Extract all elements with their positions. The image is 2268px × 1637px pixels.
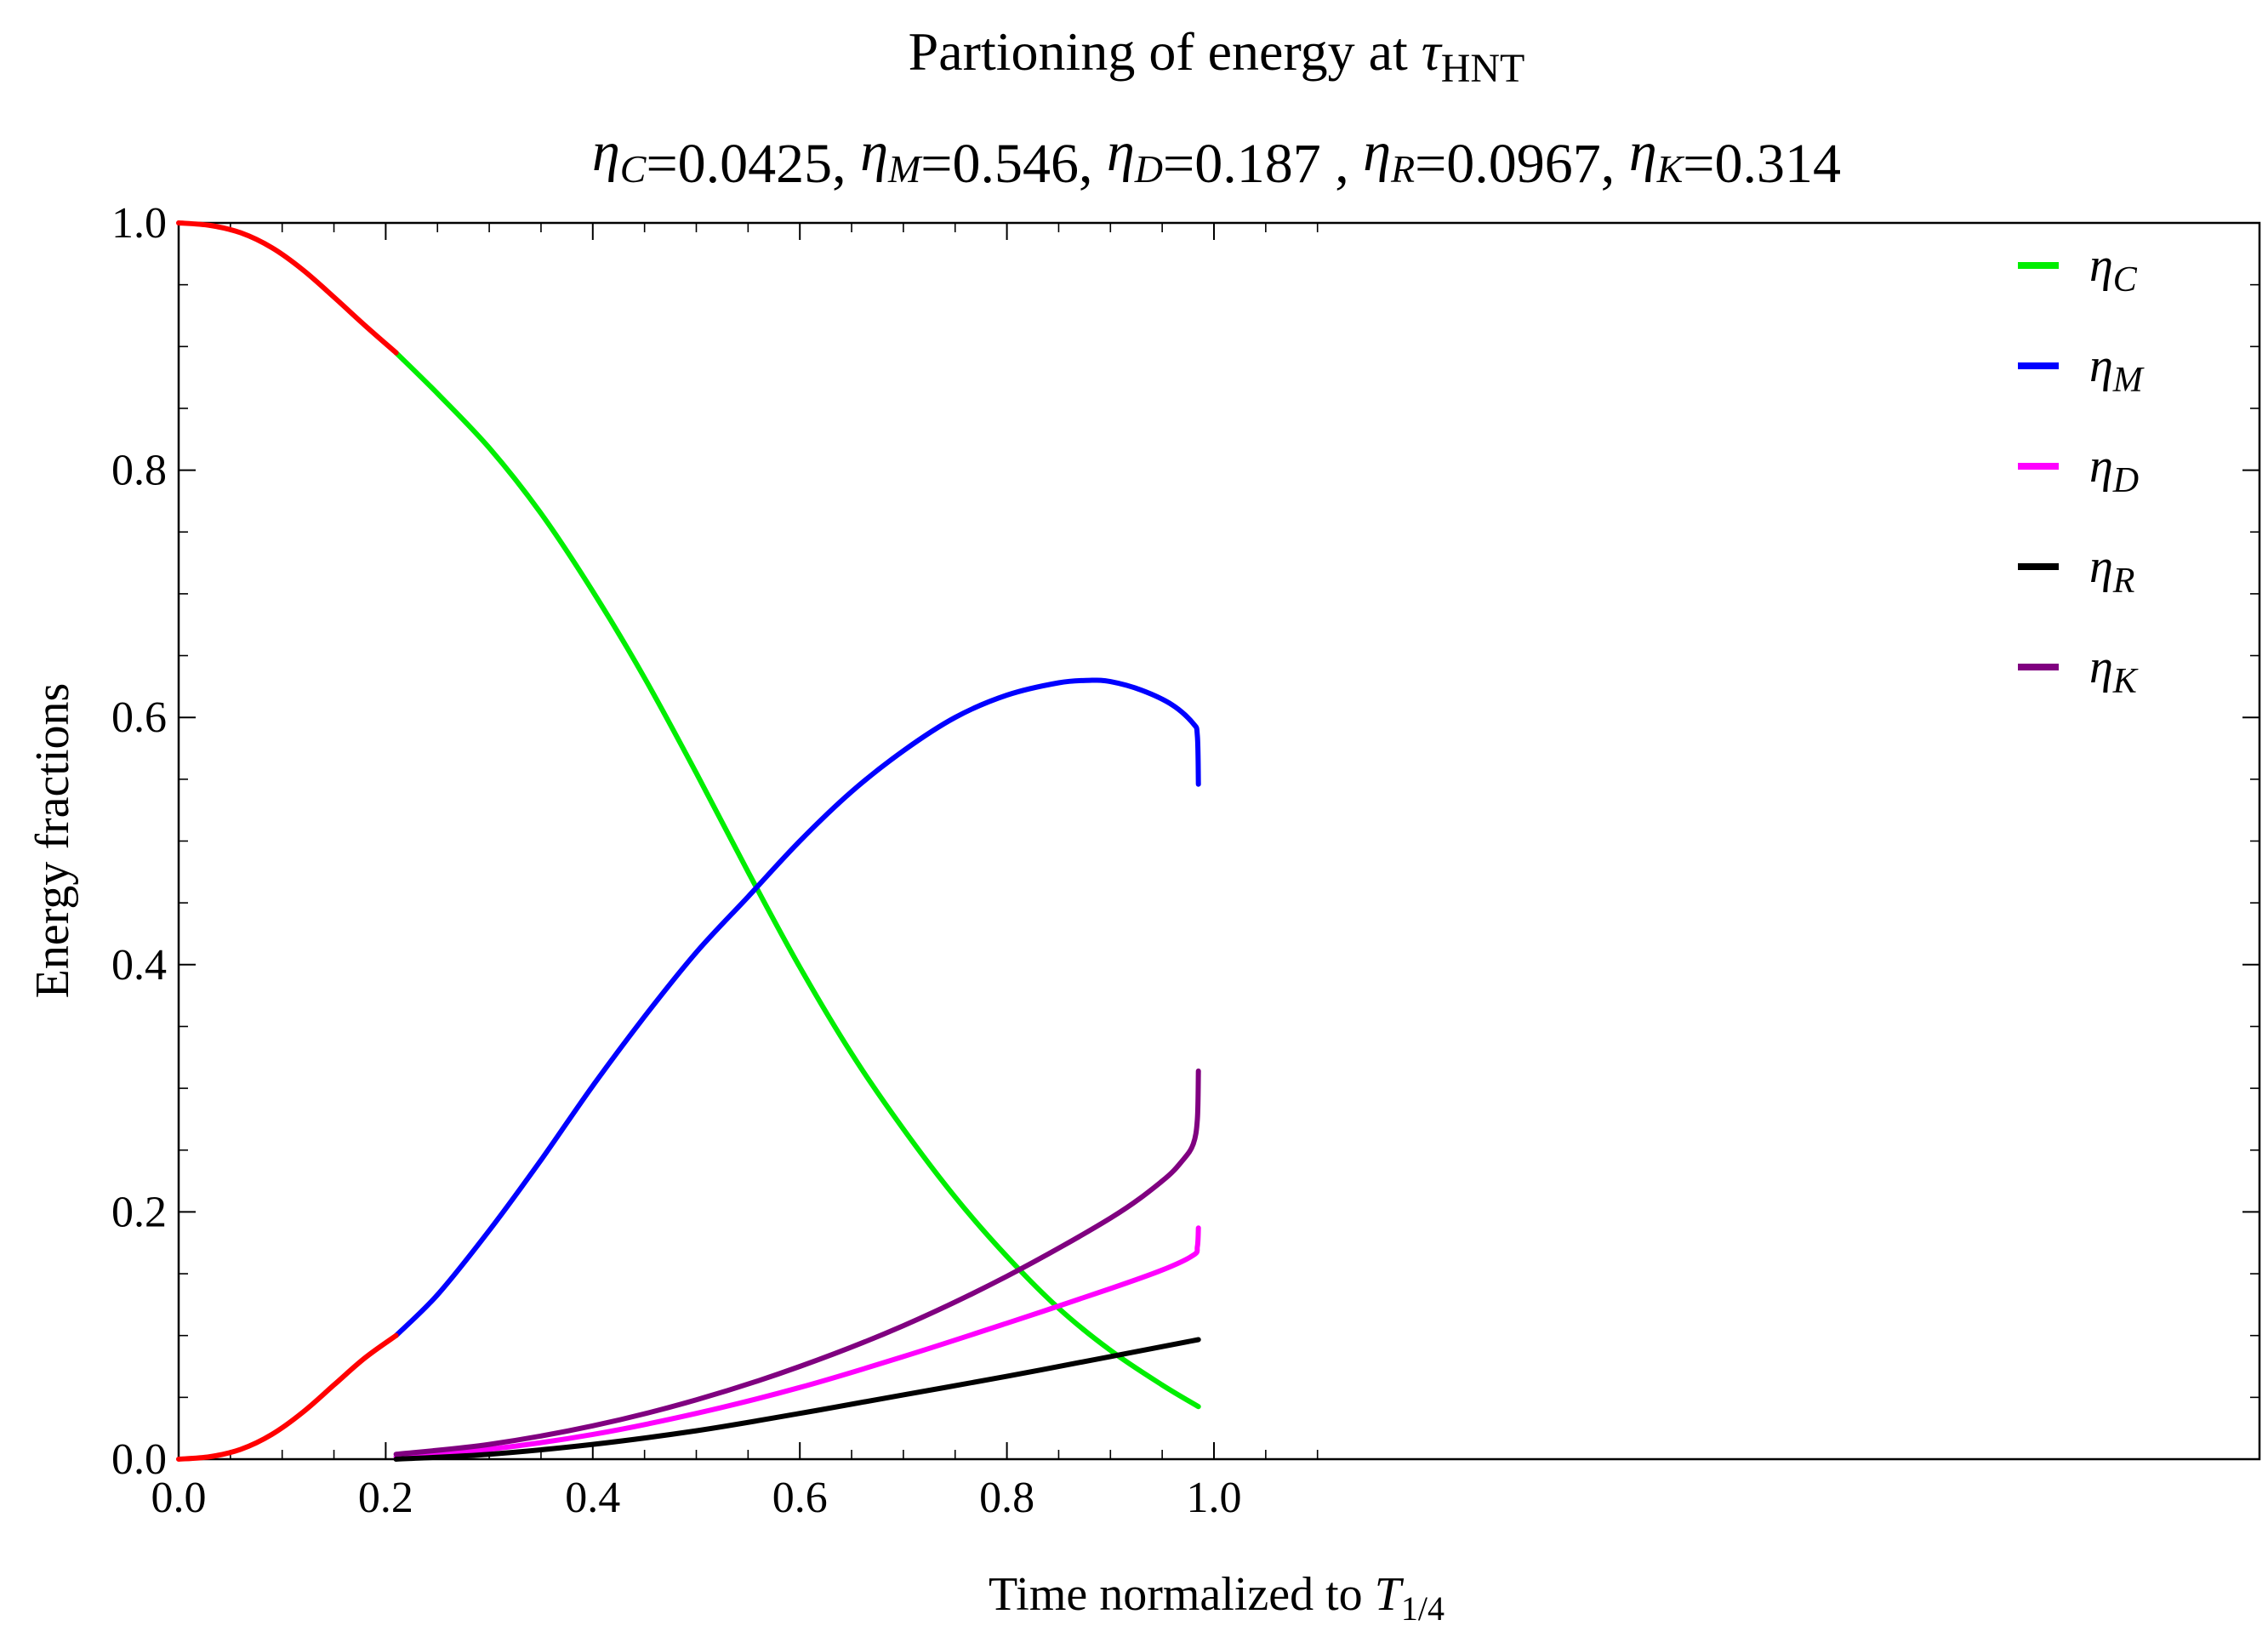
x-tick-label: 0.4 [565, 1474, 620, 1522]
title-symbol: τ [1422, 21, 1443, 82]
legend-subscript: D [2112, 461, 2139, 500]
y-tick-label: 0.8 [111, 447, 167, 495]
legend-subscript: C [2113, 260, 2138, 299]
legend-label: ηM [2089, 339, 2145, 400]
legend-symbol: η [2089, 540, 2113, 593]
axis-tick-labels: 0.0 0.2 0.4 0.6 0.8 1.0 0.0 0.2 0.4 0.6 0.8 1.0 [111, 199, 1242, 1522]
x-tick-label: 0.2 [358, 1474, 413, 1522]
legend-subscript: R [2112, 562, 2135, 601]
title-text: Partioning of energy at [909, 21, 1422, 82]
y-tick-label: 0.6 [111, 693, 167, 742]
subtitle-subscript: D [1134, 147, 1163, 191]
legend-label: ηC [2089, 239, 2138, 299]
subtitle-subscript: C [620, 147, 647, 191]
x-label-subscript: 1/4 [1401, 1589, 1445, 1628]
series-line--m [393, 677, 1201, 1338]
subtitle-symbol: η [1363, 121, 1391, 183]
subtitle-value: =0.0967, [1415, 133, 1629, 195]
axis-ticks [178, 222, 2259, 1460]
title-subscript: HNT [1441, 46, 1525, 91]
series-line--c [393, 350, 1201, 1410]
x-axis-label: Time normalized to T1/4 [989, 1568, 1445, 1628]
subtitle-symbol: η [1629, 121, 1657, 183]
subtitle-subscript: M [887, 147, 923, 191]
legend-label: ηD [2089, 440, 2139, 500]
legend-symbol: η [2089, 339, 2113, 392]
legend-symbol: η [2089, 239, 2113, 292]
legend-label: ηR [2089, 540, 2134, 601]
subtitle-value: =0.187 , [1163, 133, 1363, 195]
series-line--d [393, 1225, 1201, 1460]
subtitle-symbol: η [860, 121, 888, 183]
x-label-text: Time normalized to [989, 1568, 1375, 1621]
y-tick-label: 0.0 [111, 1435, 167, 1484]
x-tick-label: 0.8 [979, 1474, 1034, 1522]
x-tick-label: 0.6 [772, 1474, 828, 1522]
x-tick-label: 0.0 [151, 1474, 207, 1522]
subtitle-value: =0.0425, [646, 133, 860, 195]
x-tick-label: 1.0 [1187, 1474, 1242, 1522]
legend-symbol: η [2089, 440, 2113, 493]
subtitle-subscript: R [1390, 147, 1415, 191]
series-layer [176, 220, 1201, 1462]
series-line--r [393, 1337, 1201, 1462]
y-tick-label: 0.2 [111, 1188, 167, 1236]
plot-frame [177, 221, 2261, 1461]
legend-subscript: K [2112, 662, 2139, 701]
x-label-symbol: T [1375, 1568, 1405, 1621]
legend-label: ηK [2089, 641, 2139, 701]
subtitle-symbol: η [592, 121, 620, 183]
series-line-early-upper [176, 220, 399, 356]
y-tick-label: 0.4 [111, 941, 167, 990]
legend-symbol: η [2089, 641, 2113, 693]
y-axis-label: Energy fractions [26, 683, 79, 999]
legend-subscript: M [2112, 361, 2145, 400]
subtitle-value: =0.546, [920, 133, 1107, 195]
subtitle-value: =0.314 [1683, 133, 1841, 195]
y-tick-label: 1.0 [111, 199, 167, 248]
series-line-early-lower [176, 1332, 399, 1462]
chart-subtitle: ηC=0.0425, ηM=0.546, ηD=0.187 , ηR=0.096… [592, 121, 1841, 195]
subtitle-subscript: K [1656, 147, 1685, 191]
series-line--k [393, 1068, 1201, 1457]
subtitle-symbol: η [1107, 121, 1135, 183]
chart-title: Partioning of energy at τHNT [909, 21, 1525, 91]
